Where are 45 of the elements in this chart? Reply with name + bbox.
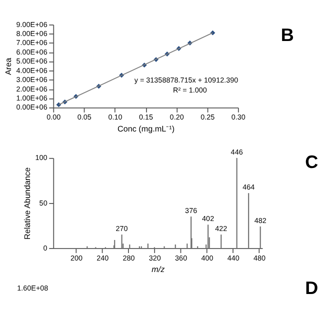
annotation: 422 <box>215 224 228 233</box>
y-tick-label: 5.00E+06 <box>16 56 48 66</box>
annotation: 270 <box>116 224 128 233</box>
x-tick-label: 400 <box>201 253 214 262</box>
annotation: y = 31358878.715x + 10912.390 <box>134 76 238 85</box>
annotation: 464 <box>242 182 255 192</box>
annotation: 376 <box>185 206 198 215</box>
y-tick-label: 0.00E+06 <box>16 102 48 112</box>
x-tick-label: 0.00 <box>46 112 61 122</box>
x-tick-label: 240 <box>96 253 109 262</box>
x-tick-label: 440 <box>227 253 240 262</box>
y-tick-label: 3.00E+06 <box>16 75 48 84</box>
x-tick-label: 360 <box>175 253 188 262</box>
x-tick-label: 480 <box>253 253 266 262</box>
y-tick-label: 9.00E+06 <box>16 20 48 29</box>
y-tick-label: 7.00E+06 <box>16 38 48 48</box>
x-tick-label: 0.15 <box>139 112 154 122</box>
x-tick-label: 200 <box>70 253 83 262</box>
y-tick-label: 8.00E+06 <box>16 29 48 38</box>
x-tick-label: 0.05 <box>77 112 92 122</box>
annotation: R² = 1.000 <box>173 86 207 95</box>
x-axis-title: Conc (mg.mL⁻¹) <box>117 124 175 134</box>
y-tick-label: 2.00E+06 <box>16 84 48 94</box>
x-tick-label: 320 <box>148 253 161 262</box>
y-tick-label: 1.00E+06 <box>16 94 48 103</box>
y-tick-label: 6.00E+06 <box>16 47 48 56</box>
x-tick-label: 0.10 <box>108 112 122 122</box>
y-tick-label: 0 <box>43 243 48 252</box>
annotation: 402 <box>202 214 214 224</box>
x-tick-label: 0.30 <box>231 112 246 122</box>
y-tick-label: 100 <box>35 153 48 162</box>
x-tick-label: 280 <box>122 253 135 262</box>
y-axis-title: Area <box>4 57 13 76</box>
text: D <box>305 278 318 298</box>
y-tick-label: 50 <box>39 198 48 208</box>
text: C <box>305 152 318 172</box>
text: 1.60E+08 <box>17 283 48 292</box>
annotation: 446 <box>230 147 243 156</box>
annotation: 482 <box>254 216 266 225</box>
y-tick-label: 4.00E+06 <box>16 66 48 75</box>
x-tick-label: 0.20 <box>170 112 184 122</box>
y-axis-title: Relative Abundance <box>22 166 32 240</box>
text: B <box>280 24 294 45</box>
x-axis-title: m/z <box>152 264 165 274</box>
x-tick-label: 0.25 <box>200 112 215 122</box>
